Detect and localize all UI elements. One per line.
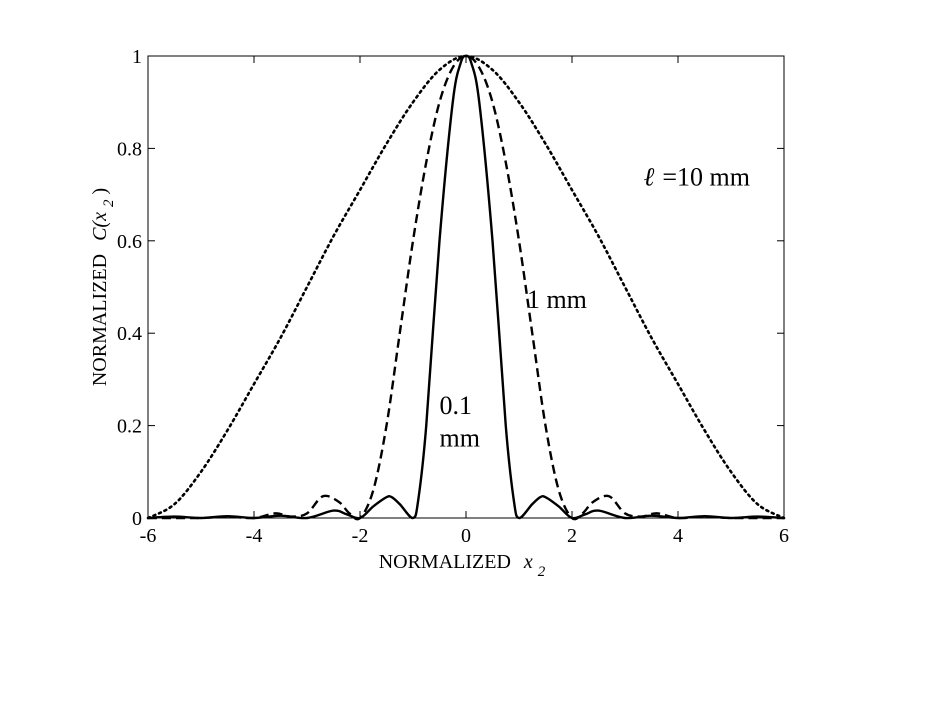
series-line-solid (147, 54, 785, 520)
x-tick-label: 0 (461, 525, 471, 547)
y-axis-label-fn: C(x (89, 212, 111, 241)
x-tick-label: 2 (567, 525, 577, 547)
x-axis-label-sub: 2 (538, 564, 546, 580)
y-tick-label: 0.6 (117, 231, 142, 253)
x-axis-label-var: x (523, 551, 533, 573)
x-tick-label: -6 (140, 525, 157, 547)
y-axis-label-close: ) (89, 188, 111, 195)
curve-annotation: 0.1 (440, 391, 473, 420)
annotation-text: =10 mm (662, 162, 750, 191)
y-tick-label: 0.8 (117, 138, 142, 160)
x-axis-label: NORMALIZED x 2 (379, 551, 546, 580)
tick-labels: -6 -4 -2 0 2 4 6 0 0.2 0.4 0.6 0.8 1 (117, 46, 789, 547)
x-axis-label-prefix: NORMALIZED (379, 551, 511, 573)
y-axis-label: NORMALIZED C(x 2 ) (89, 188, 118, 386)
curve-annotation: ℓ =10 mm (644, 162, 750, 191)
x-tick-label: 4 (673, 525, 683, 547)
x-tick-label: 6 (779, 525, 789, 547)
x-tick-label: -4 (246, 525, 263, 547)
series-lines (146, 54, 786, 521)
x-tick-label: -2 (352, 525, 369, 547)
y-tick-label: 1 (132, 46, 142, 68)
y-axis-label-sub: 2 (101, 199, 117, 207)
y-tick-label: 0.2 (117, 416, 142, 438)
y-tick-label: 0.4 (117, 323, 142, 345)
annotation-symbol: ℓ (644, 162, 655, 191)
y-axis-label-prefix: NORMALIZED (89, 254, 111, 386)
y-tick-label: 0 (132, 508, 142, 530)
annotations: ℓ =10 mm 1 mm 0.1 mm (440, 162, 751, 452)
curve-annotation: 1 mm (527, 285, 587, 314)
curve-annotation: mm (440, 423, 480, 452)
